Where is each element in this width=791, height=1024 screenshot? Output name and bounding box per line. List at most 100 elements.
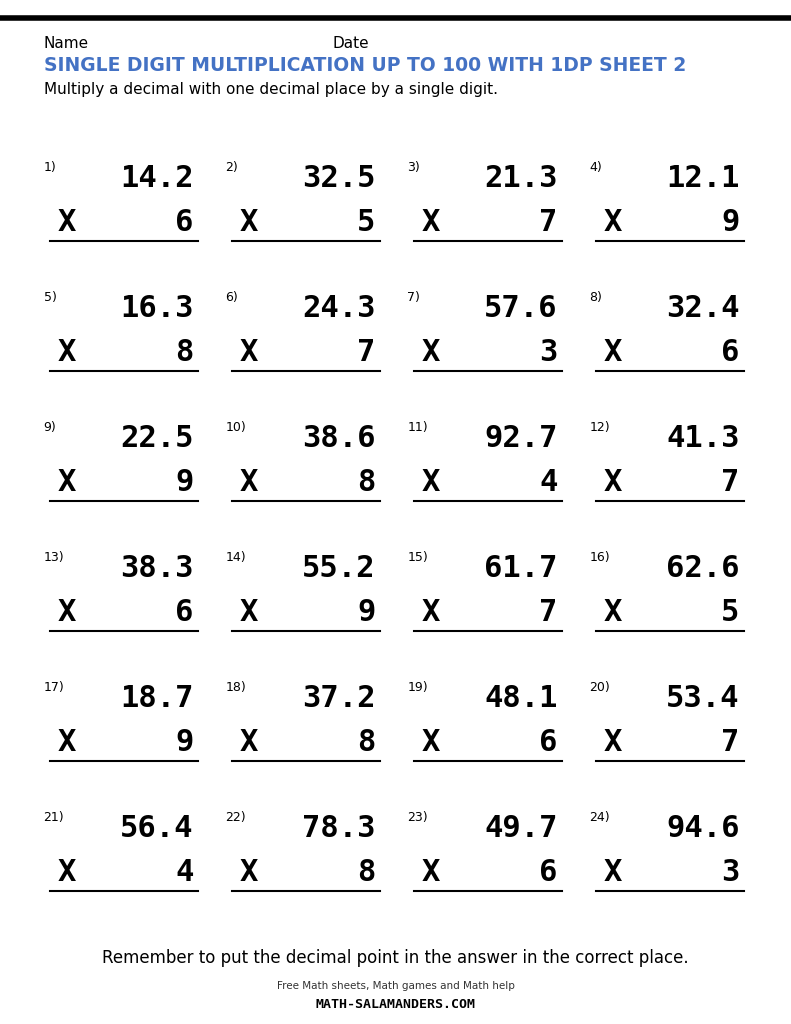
Text: 16): 16): [589, 551, 610, 564]
Text: 7: 7: [721, 728, 740, 757]
Text: 37.2: 37.2: [302, 684, 376, 713]
Text: 2): 2): [225, 161, 238, 174]
Text: 9: 9: [358, 598, 376, 627]
Text: 22): 22): [225, 811, 246, 824]
Text: 21): 21): [44, 811, 64, 824]
Text: 17): 17): [44, 681, 64, 694]
Text: 21.3: 21.3: [484, 164, 558, 193]
Text: 22.5: 22.5: [120, 424, 194, 453]
Text: 6: 6: [539, 728, 558, 757]
Text: 6: 6: [539, 858, 558, 887]
Text: X: X: [422, 338, 440, 367]
Text: X: X: [604, 208, 622, 237]
Text: X: X: [240, 208, 258, 237]
Text: 38.6: 38.6: [302, 424, 376, 453]
Text: X: X: [422, 728, 440, 757]
Text: 3: 3: [721, 858, 740, 887]
Text: 23): 23): [407, 811, 428, 824]
Text: 11): 11): [407, 421, 428, 434]
Text: 94.6: 94.6: [666, 814, 740, 843]
Text: 9: 9: [176, 728, 194, 757]
Text: X: X: [240, 728, 258, 757]
Text: 7: 7: [358, 338, 376, 367]
Text: 15): 15): [407, 551, 428, 564]
Text: 57.6: 57.6: [484, 294, 558, 323]
Text: 5): 5): [44, 291, 56, 304]
Text: X: X: [58, 208, 76, 237]
Text: 32.4: 32.4: [666, 294, 740, 323]
Text: X: X: [58, 468, 76, 497]
Text: 62.6: 62.6: [666, 554, 740, 583]
Text: 20): 20): [589, 681, 610, 694]
Text: 13): 13): [44, 551, 64, 564]
Text: 9): 9): [44, 421, 56, 434]
Text: 12): 12): [589, 421, 610, 434]
Text: 6: 6: [176, 598, 194, 627]
Text: 32.5: 32.5: [302, 164, 376, 193]
Text: 5: 5: [721, 598, 740, 627]
Text: X: X: [58, 598, 76, 627]
Text: 8: 8: [358, 858, 376, 887]
Text: 4: 4: [539, 468, 558, 497]
Text: SINGLE DIGIT MULTIPLICATION UP TO 100 WITH 1DP SHEET 2: SINGLE DIGIT MULTIPLICATION UP TO 100 WI…: [44, 56, 686, 76]
Text: 10): 10): [225, 421, 246, 434]
Text: X: X: [58, 338, 76, 367]
Text: X: X: [604, 858, 622, 887]
Text: Remember to put the decimal point in the answer in the correct place.: Remember to put the decimal point in the…: [102, 949, 689, 968]
Text: 14.2: 14.2: [120, 164, 194, 193]
Text: 78.3: 78.3: [302, 814, 376, 843]
Text: X: X: [422, 858, 440, 887]
Text: X: X: [58, 858, 76, 887]
Text: X: X: [240, 468, 258, 497]
Text: X: X: [604, 338, 622, 367]
Text: 5: 5: [358, 208, 376, 237]
Text: 4): 4): [589, 161, 602, 174]
Text: 7: 7: [539, 598, 558, 627]
Text: 61.7: 61.7: [484, 554, 558, 583]
Text: 16.3: 16.3: [120, 294, 194, 323]
Text: 38.3: 38.3: [120, 554, 194, 583]
Text: 41.3: 41.3: [666, 424, 740, 453]
Text: X: X: [58, 728, 76, 757]
Text: X: X: [422, 208, 440, 237]
Text: 7: 7: [721, 468, 740, 497]
Text: 8: 8: [358, 468, 376, 497]
Text: X: X: [240, 598, 258, 627]
Text: 6: 6: [176, 208, 194, 237]
Text: 14): 14): [225, 551, 246, 564]
Text: 9: 9: [721, 208, 740, 237]
Text: 18.7: 18.7: [120, 684, 194, 713]
Text: Free Math sheets, Math games and Math help: Free Math sheets, Math games and Math he…: [277, 981, 514, 991]
Text: MATH-SALAMANDERS.COM: MATH-SALAMANDERS.COM: [316, 998, 475, 1012]
Text: 24.3: 24.3: [302, 294, 376, 323]
Text: 1): 1): [44, 161, 56, 174]
Text: Date: Date: [332, 36, 369, 51]
Text: 55.2: 55.2: [302, 554, 376, 583]
Text: 56.4: 56.4: [120, 814, 194, 843]
Text: X: X: [422, 468, 440, 497]
Text: 6: 6: [721, 338, 740, 367]
Text: X: X: [240, 858, 258, 887]
Text: 4: 4: [176, 858, 194, 887]
Text: 9: 9: [176, 468, 194, 497]
Text: 49.7: 49.7: [484, 814, 558, 843]
Text: X: X: [422, 598, 440, 627]
Text: 12.1: 12.1: [666, 164, 740, 193]
Text: 3): 3): [407, 161, 420, 174]
Text: 8: 8: [176, 338, 194, 367]
Text: 8: 8: [358, 728, 376, 757]
Text: 24): 24): [589, 811, 610, 824]
Text: 18): 18): [225, 681, 246, 694]
Text: Multiply a decimal with one decimal place by a single digit.: Multiply a decimal with one decimal plac…: [44, 82, 498, 97]
Text: 48.1: 48.1: [484, 684, 558, 713]
Text: X: X: [240, 338, 258, 367]
Text: 7): 7): [407, 291, 420, 304]
Text: 6): 6): [225, 291, 238, 304]
Text: X: X: [604, 598, 622, 627]
Text: 7: 7: [539, 208, 558, 237]
Text: X: X: [604, 468, 622, 497]
Text: 19): 19): [407, 681, 428, 694]
Text: 3: 3: [539, 338, 558, 367]
Text: Name: Name: [44, 36, 89, 51]
Text: X: X: [604, 728, 622, 757]
